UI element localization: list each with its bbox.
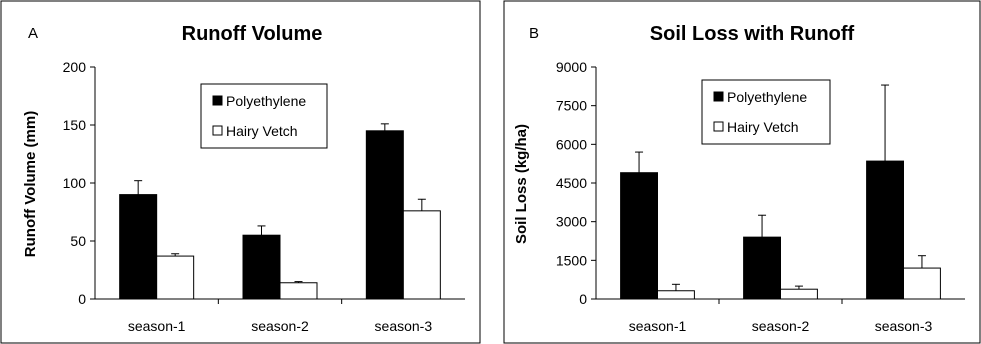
panel-a-bar-hairy-vetch (279, 282, 318, 300)
panel-b-bar-polyethylene (866, 160, 904, 300)
panel-a-legend-label: Hairy Vetch (226, 123, 298, 139)
panel-b-y-axis-label: Soil Loss (kg/ha) (513, 124, 530, 244)
panel-a-bar-polyethylene (242, 234, 281, 300)
panel-a-legend-swatch (212, 125, 223, 136)
panel-b-bar-hairy-vetch (903, 267, 941, 300)
panel-a-x-tick-label: season-2 (251, 318, 309, 334)
panel-b-legend-swatch (713, 91, 724, 102)
panel-b-legend-label: Hairy Vetch (727, 119, 799, 135)
panel-a-y-tick-label: 50 (70, 233, 86, 249)
panel-b-y-tick-label: 1500 (556, 252, 587, 268)
panel-a-legend-label: Polyethylene (226, 93, 306, 109)
panel-a-y-tick-label: 100 (63, 175, 87, 191)
panel-a-bar-hairy-vetch (156, 255, 195, 300)
panel-b-x-tick-label: season-3 (875, 318, 933, 334)
panel-a-bar-polyethylene (119, 194, 158, 300)
panel-b-title: Soil Loss with Runoff (650, 23, 855, 45)
panel-a-legend (200, 83, 328, 149)
panel-b-legend (701, 79, 831, 145)
panel-b-label: B (529, 25, 539, 42)
panel-b-y-tick-label: 3000 (556, 214, 587, 230)
panel-a-bar-polyethylene (365, 130, 404, 300)
panel-b-bar-hairy-vetch (780, 288, 818, 300)
panel-b-bar-polyethylene (620, 172, 658, 300)
panel-b-y-tick-label: 7500 (556, 98, 587, 114)
panel-a-x-tick-label: season-3 (375, 318, 433, 334)
panel-a-bar-hairy-vetch (402, 210, 441, 300)
panel-a-legend-swatch (212, 95, 223, 106)
panel-a-y-tick-label: 150 (63, 117, 87, 133)
panel-b-y-tick-label: 0 (579, 291, 587, 307)
panel-b-x-tick-label: season-2 (752, 318, 810, 334)
panel-b-bar-hairy-vetch (657, 290, 695, 300)
panel-a-y-axis-label: Runoff Volume (mm) (22, 111, 39, 257)
panel-a-y-tick-label: 0 (78, 291, 86, 307)
panel-b-y-tick-label: 4500 (556, 175, 587, 191)
panel-b-frame (503, 0, 981, 344)
panel-b-legend-swatch (713, 121, 724, 132)
panel-b-legend-label: Polyethylene (727, 89, 807, 105)
panel-a-x-tick-label: season-1 (128, 318, 186, 334)
panel-a-title: Runoff Volume (182, 23, 323, 45)
panel-b-x-tick-label: season-1 (629, 318, 687, 334)
panel-a-frame (0, 0, 481, 344)
panel-b-bar-polyethylene (743, 236, 781, 300)
panel-a-label: A (28, 25, 38, 42)
panel-a-y-tick-label: 200 (63, 59, 87, 75)
panel-b-y-tick-label: 6000 (556, 136, 587, 152)
panel-b-y-tick-label: 9000 (556, 59, 587, 75)
